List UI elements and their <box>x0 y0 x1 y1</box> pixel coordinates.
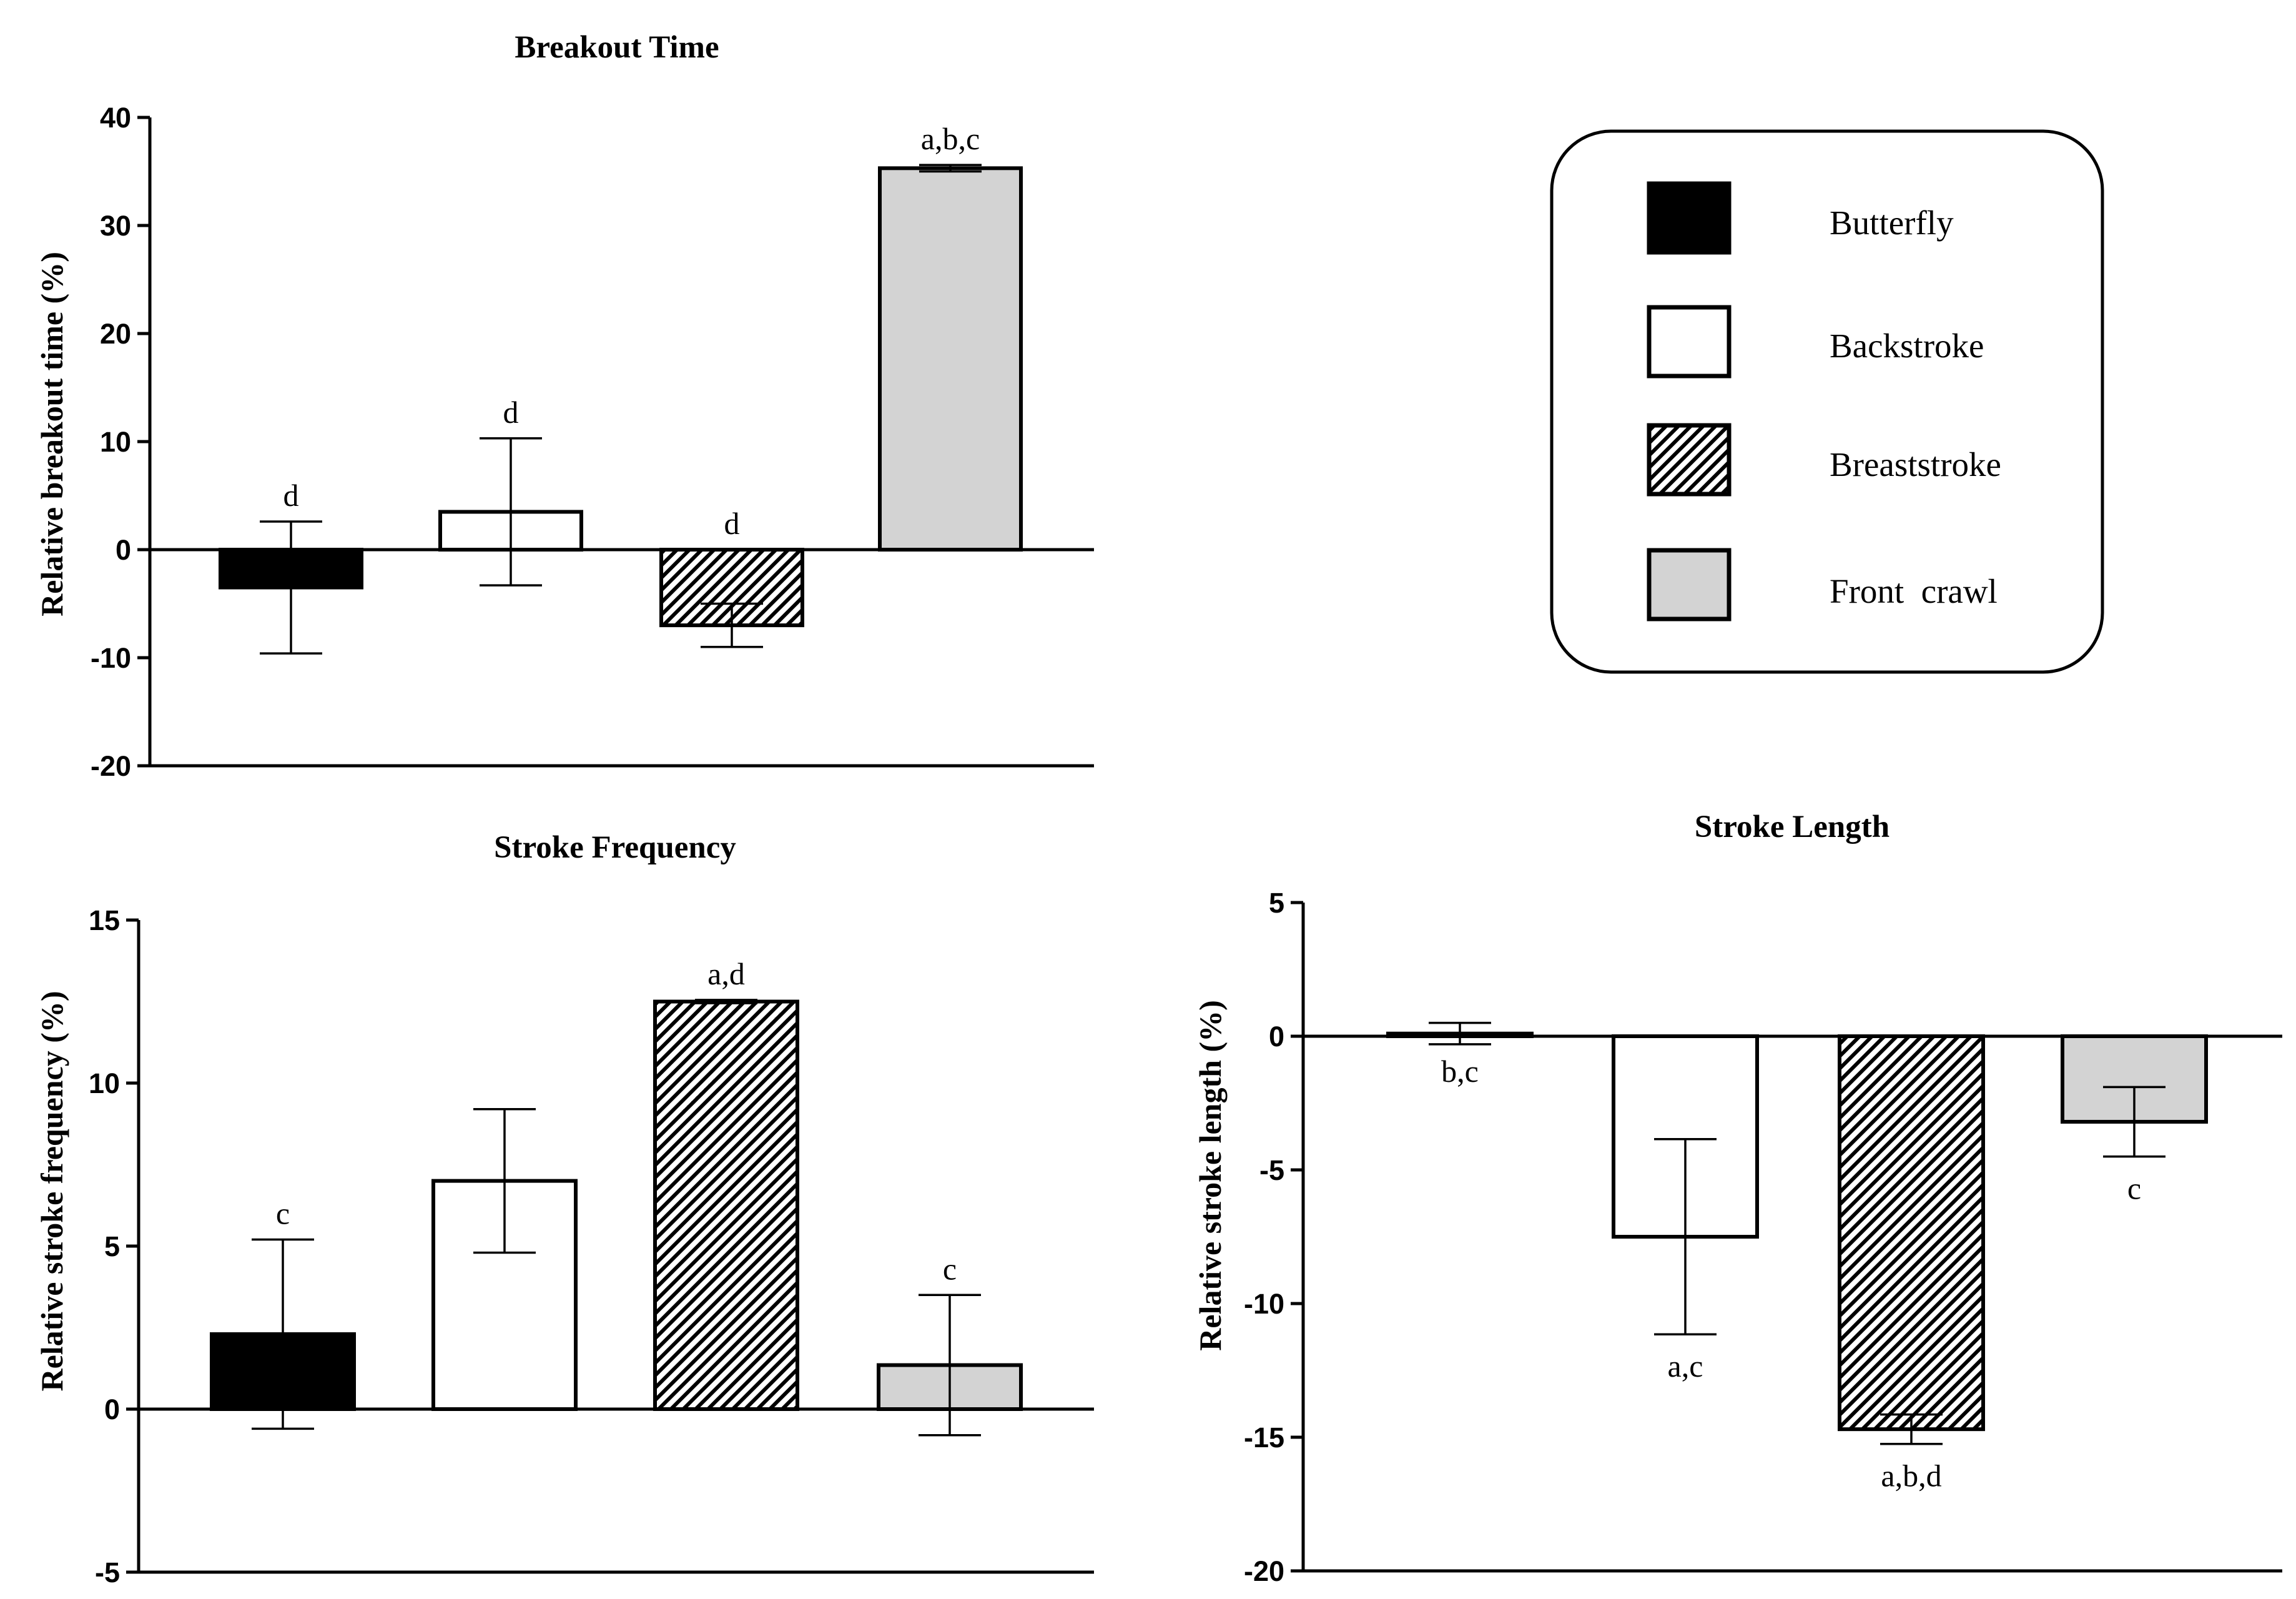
significance-label-backstroke: a,c <box>1668 1349 1703 1384</box>
y-tick-label: 30 <box>100 210 131 242</box>
bar-breaststroke <box>653 999 799 1411</box>
y-tick-label: -10 <box>91 642 131 674</box>
y-tick-label: 40 <box>100 102 131 134</box>
error-bar-breaststroke <box>701 602 763 648</box>
error-bar-butterfly <box>1429 1021 1491 1046</box>
y-tick-label: -10 <box>1244 1288 1284 1320</box>
significance-label-butterfly: d <box>283 478 299 513</box>
legend-swatch-backstroke <box>1647 305 1732 379</box>
significance-label-breaststroke: a,b,d <box>1881 1458 1941 1493</box>
error-bar-front-crawl <box>919 164 982 173</box>
legend-swatch-breaststroke <box>1647 423 1732 497</box>
legend-swatch-butterfly <box>1647 181 1732 255</box>
y-tick-label: -20 <box>1244 1555 1284 1587</box>
error-bar-breaststroke <box>695 999 757 1004</box>
error-bar-backstroke <box>480 437 542 587</box>
y-axis-label: Relative stroke length (%) <box>1193 1000 1228 1350</box>
y-tick-label: 0 <box>104 1394 120 1425</box>
legend-label-breaststroke: Breaststroke <box>1830 445 2001 483</box>
y-axis: -5 0 5 10 15 <box>89 904 1094 1588</box>
bar-breaststroke <box>1838 1034 1985 1432</box>
significance-label-breaststroke: d <box>724 506 740 541</box>
error-bar-front-crawl <box>2103 1086 2165 1158</box>
y-tick-label: 0 <box>1269 1021 1284 1052</box>
legend-item-backstroke: Backstroke <box>1647 305 1984 379</box>
y-axis: -20 -10 0 10 20 30 40 <box>91 102 1094 782</box>
chart-title: Stroke Frequency <box>494 830 736 865</box>
error-bar-butterfly <box>260 520 322 655</box>
y-tick-label: 0 <box>116 534 131 566</box>
y-axis: -20 -15 -10 -5 0 5 <box>1244 887 2282 1587</box>
legend-label-butterfly: Butterfly <box>1830 204 1954 242</box>
y-tick-label: 10 <box>89 1067 120 1099</box>
y-axis-label: Relative stroke frequency (%) <box>34 991 69 1391</box>
y-tick-label: -15 <box>1244 1422 1284 1453</box>
legend: Butterfly Backstroke Breaststroke Front … <box>1550 129 2104 674</box>
plot-area: c a,d c <box>139 956 1094 1437</box>
error-bar-front-crawl <box>919 1294 981 1437</box>
y-tick-label: 5 <box>104 1230 120 1262</box>
legend-item-butterfly: Butterfly <box>1647 181 1954 255</box>
significance-label-front-crawl: c <box>943 1251 957 1286</box>
y-tick-label: -5 <box>95 1557 120 1588</box>
significance-label-front-crawl: a,b,c <box>921 121 980 156</box>
plot-area: d d d a,b,c <box>150 121 1094 655</box>
chart-stroke-length: Stroke Length Relative stroke length (%)… <box>1193 809 2282 1587</box>
legend-item-front-crawl: Front crawl <box>1647 548 1998 621</box>
legend-swatch-front-crawl <box>1647 548 1732 621</box>
significance-label-front-crawl: c <box>2127 1171 2141 1206</box>
significance-label-butterfly: c <box>276 1196 290 1231</box>
legend-item-breaststroke: Breaststroke <box>1647 423 2001 497</box>
error-bar-backstroke <box>1654 1138 1717 1335</box>
significance-label-butterfly: b,c <box>1441 1054 1479 1089</box>
significance-label-backstroke: d <box>503 395 519 430</box>
chart-title: Breakout Time <box>515 30 719 65</box>
chart-stroke-frequency: Stroke Frequency Relative stroke frequen… <box>34 830 1094 1588</box>
legend-frame <box>1550 129 2104 674</box>
error-bar-backstroke <box>473 1108 536 1254</box>
y-tick-label: 20 <box>100 318 131 350</box>
legend-label-backstroke: Backstroke <box>1830 327 1984 365</box>
y-axis-label: Relative breakout time (%) <box>34 252 69 616</box>
bar-front-crawl <box>878 166 1023 552</box>
error-bar-breaststroke <box>1880 1413 1943 1445</box>
y-tick-label: 10 <box>100 426 131 458</box>
chart-breakout-time: Breakout Time Relative breakout time (%)… <box>34 30 1094 782</box>
error-bar-butterfly <box>252 1238 314 1430</box>
significance-label-breaststroke: a,d <box>707 956 745 991</box>
y-tick-label: -5 <box>1259 1154 1284 1186</box>
y-tick-label: 5 <box>1269 887 1284 919</box>
y-tick-label: -20 <box>91 750 131 782</box>
legend-label-front-crawl: Front crawl <box>1830 572 1998 610</box>
plot-area: b,c a,c a,b,d c <box>1303 1021 2282 1493</box>
y-tick-label: 15 <box>89 904 120 936</box>
chart-title: Stroke Length <box>1695 809 1890 844</box>
